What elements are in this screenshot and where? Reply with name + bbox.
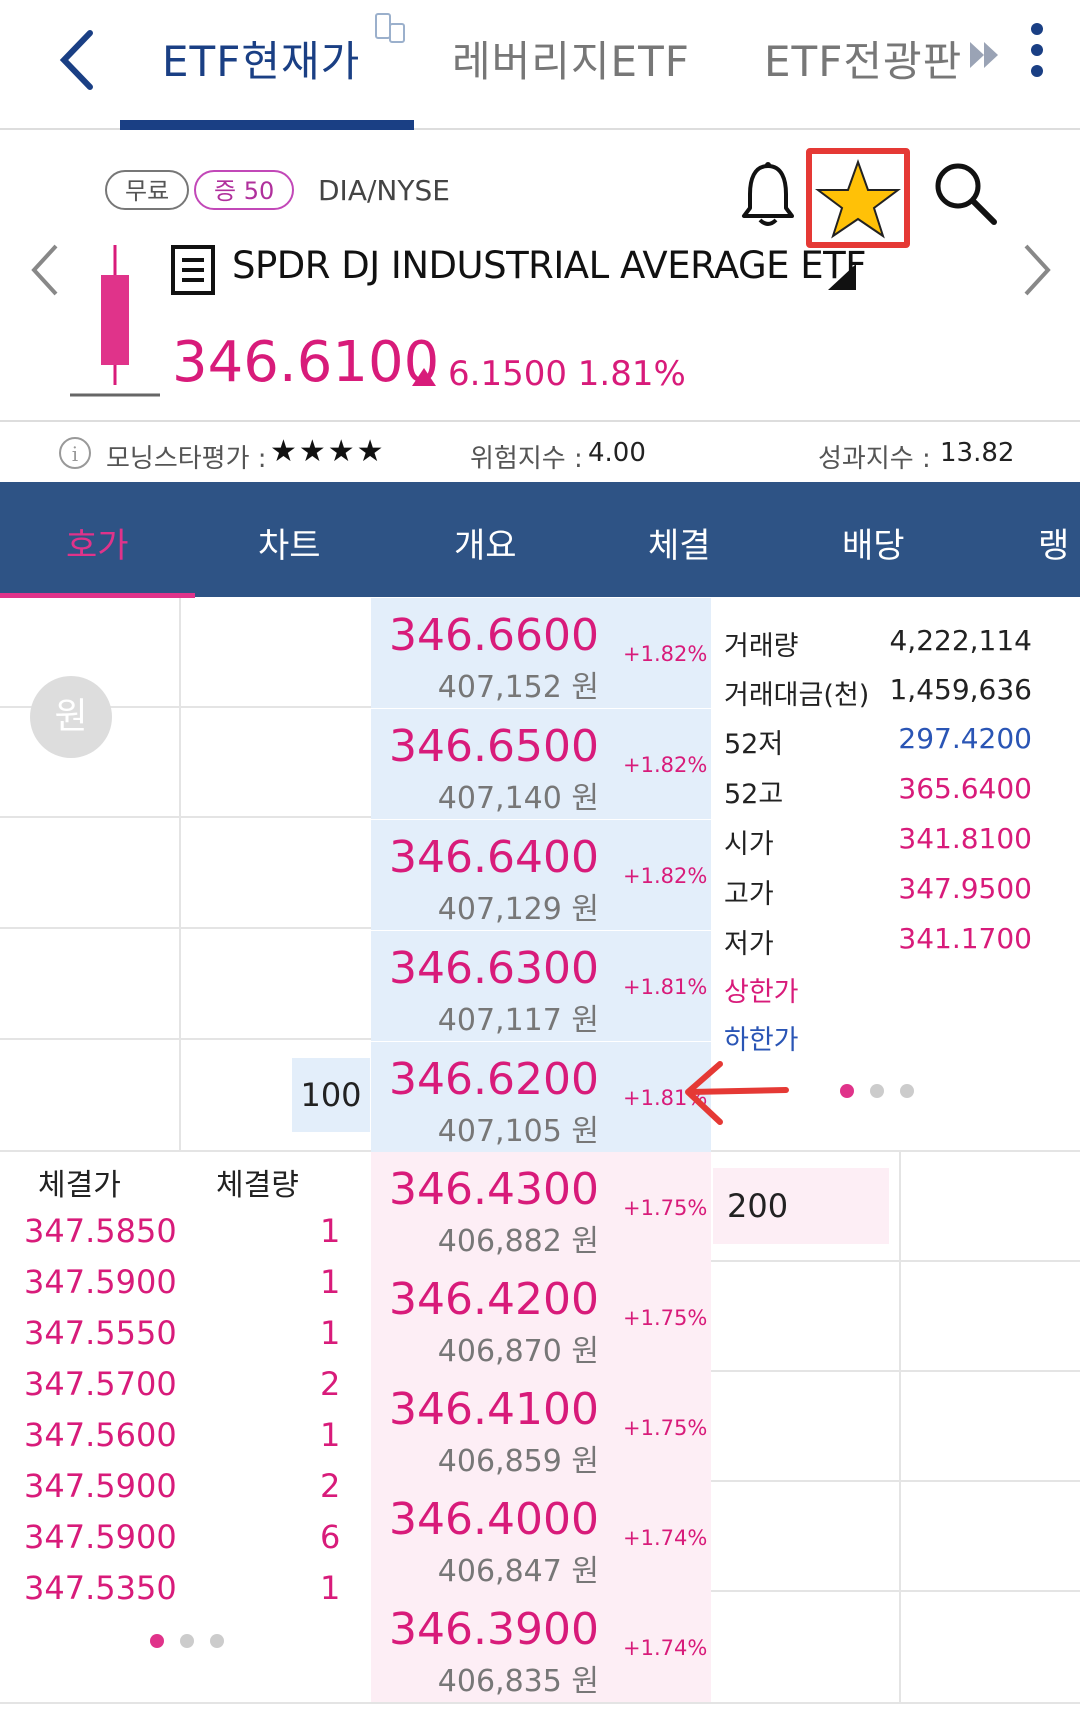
trade-price: 347.5350 (24, 1569, 177, 1607)
tab-chart[interactable]: 차트 (258, 526, 321, 566)
trades-price-header: 체결가 (38, 1168, 121, 1203)
tab-trades[interactable]: 체결 (648, 526, 711, 566)
bid-row[interactable]: 346.4100 +1.75% 406,859 원 (371, 1372, 711, 1482)
more-menu-icon[interactable] (1022, 18, 1052, 88)
stat-volume-value: 4,222,114 (889, 624, 1032, 657)
trade-price: 347.5900 (24, 1518, 177, 1556)
trade-qty: 1 (320, 1263, 341, 1301)
change-amount: 6.1500 (448, 354, 567, 394)
trades-qty-header: 체결량 (216, 1168, 299, 1203)
performance-label: 성과지수 : (818, 444, 931, 474)
document-icon[interactable] (170, 244, 216, 300)
candlestick-icon (70, 245, 165, 404)
trade-qty: 2 (320, 1365, 341, 1403)
active-tab-indicator (120, 120, 414, 130)
star-icon (815, 159, 901, 239)
tab-overview[interactable]: 개요 (454, 526, 517, 566)
bid-row[interactable]: 346.4000 +1.74% 406,847 원 (371, 1482, 711, 1592)
page-dot[interactable] (180, 1634, 194, 1648)
page-dot-active[interactable] (150, 1634, 164, 1648)
active-section-indicator (0, 593, 195, 598)
ticker-exchange: DIA/NYSE (318, 174, 450, 207)
stat-52w-high-label: 52고 (724, 779, 784, 810)
stat-lower-limit-label: 하한가 (724, 1025, 799, 1056)
trade-price: 347.5850 (24, 1212, 177, 1250)
info-icon[interactable]: i (58, 436, 92, 477)
ask-row[interactable]: 346.6500 +1.82% 407,140 원 (371, 709, 711, 819)
stat-upper-limit-label: 상한가 (724, 977, 799, 1008)
tab-dividend[interactable]: 배당 (842, 526, 905, 566)
stat-low-label: 저가 (724, 929, 774, 960)
next-product-icon[interactable] (1016, 240, 1056, 304)
favorite-star-button[interactable] (806, 148, 910, 248)
search-icon[interactable] (930, 158, 1000, 232)
double-chevron-right-icon[interactable] (968, 40, 1002, 74)
currency-toggle-button[interactable]: 원 (30, 676, 112, 758)
tab-etf-board[interactable]: ETF전광판 (764, 37, 963, 86)
morningstar-label: 모닝스타평가 : (106, 444, 267, 474)
trade-price: 347.5900 (24, 1467, 177, 1505)
stat-volume-label: 거래량 (724, 631, 799, 662)
back-arrow-icon[interactable] (50, 25, 110, 95)
stat-52w-high-value: 365.6400 (898, 772, 1032, 805)
ask-row[interactable]: 346.6400 +1.82% 407,129 원 (371, 820, 711, 930)
trade-price: 347.5600 (24, 1416, 177, 1454)
morningstar-stars: ★★★★ (270, 434, 386, 469)
ask-row[interactable]: 346.6200 +1.81% 407,105 원 (371, 1042, 711, 1152)
phone-copy-icon (372, 10, 408, 50)
current-price: 346.6100 (172, 330, 440, 395)
trade-qty: 1 (320, 1416, 341, 1454)
bid-quantity: 200 (713, 1168, 889, 1244)
prev-product-icon[interactable] (26, 240, 66, 304)
up-triangle-icon (410, 366, 438, 392)
annotation-arrow-icon (680, 1058, 792, 1132)
tab-etf-current[interactable]: ETF현재가 (162, 37, 361, 86)
section-tab-bar: 호가 차트 개요 체결 배당 랭 (0, 482, 1080, 597)
page-dot[interactable] (210, 1634, 224, 1648)
trade-qty: 1 (320, 1212, 341, 1250)
page-dot[interactable] (900, 1084, 914, 1098)
bid-row[interactable]: 346.3900 +1.74% 406,835 원 (371, 1592, 711, 1702)
stat-52w-low-value: 297.4200 (898, 722, 1032, 755)
top-tab-bar: ETF현재가 레버리지ETF ETF전광판 (0, 0, 1080, 130)
stat-high-label: 고가 (724, 879, 774, 910)
trade-qty: 2 (320, 1467, 341, 1505)
risk-value: 4.00 (588, 438, 646, 468)
bid-row[interactable]: 346.4200 +1.75% 406,870 원 (371, 1262, 711, 1372)
trade-qty: 6 (320, 1518, 341, 1556)
free-badge: 무료 (105, 170, 190, 210)
bell-icon[interactable] (740, 160, 796, 234)
stat-high-value: 347.9500 (898, 872, 1032, 905)
dropdown-triangle-icon[interactable] (828, 264, 858, 294)
svg-text:i: i (72, 442, 78, 466)
ask-quantity: 100 (292, 1058, 370, 1132)
rating-info-bar: i 모닝스타평가 : ★★★★ 위험지수 : 4.00 성과지수 : 13.82 (0, 420, 1080, 482)
stat-52w-low-label: 52저 (724, 729, 784, 760)
ask-row[interactable]: 346.6600 +1.82% 407,152 원 (371, 598, 711, 708)
tab-leveraged-etf[interactable]: 레버리지ETF (452, 37, 690, 86)
page-dot[interactable] (870, 1084, 884, 1098)
price-change: 6.1500 1.81% (448, 354, 686, 394)
page-dot-active[interactable] (840, 1084, 854, 1098)
margin-badge: 증 50 (194, 170, 295, 210)
stat-open-value: 341.8100 (898, 822, 1032, 855)
tab-orderbook[interactable]: 호가 (66, 526, 129, 566)
stat-low-value: 341.1700 (898, 922, 1032, 955)
ask-row[interactable]: 346.6300 +1.81% 407,117 원 (371, 931, 711, 1041)
risk-label: 위험지수 : (470, 444, 583, 474)
performance-value: 13.82 (940, 438, 1015, 468)
stat-turnover-label: 거래대금(천) (724, 680, 870, 711)
trade-qty: 1 (320, 1569, 341, 1607)
stat-open-label: 시가 (724, 829, 774, 860)
bid-row[interactable]: 346.4300 +1.75% 406,882 원 (371, 1152, 711, 1262)
trade-qty: 1 (320, 1314, 341, 1352)
trade-price: 347.5550 (24, 1314, 177, 1352)
stat-turnover-value: 1,459,636 (889, 673, 1032, 706)
trade-price: 347.5900 (24, 1263, 177, 1301)
change-percent: 1.81% (577, 354, 686, 394)
trade-price: 347.5700 (24, 1365, 177, 1403)
tab-ranking[interactable]: 랭 (1038, 526, 1070, 566)
product-name[interactable]: SPDR DJ INDUSTRIAL AVERAGE ETF (232, 244, 867, 287)
